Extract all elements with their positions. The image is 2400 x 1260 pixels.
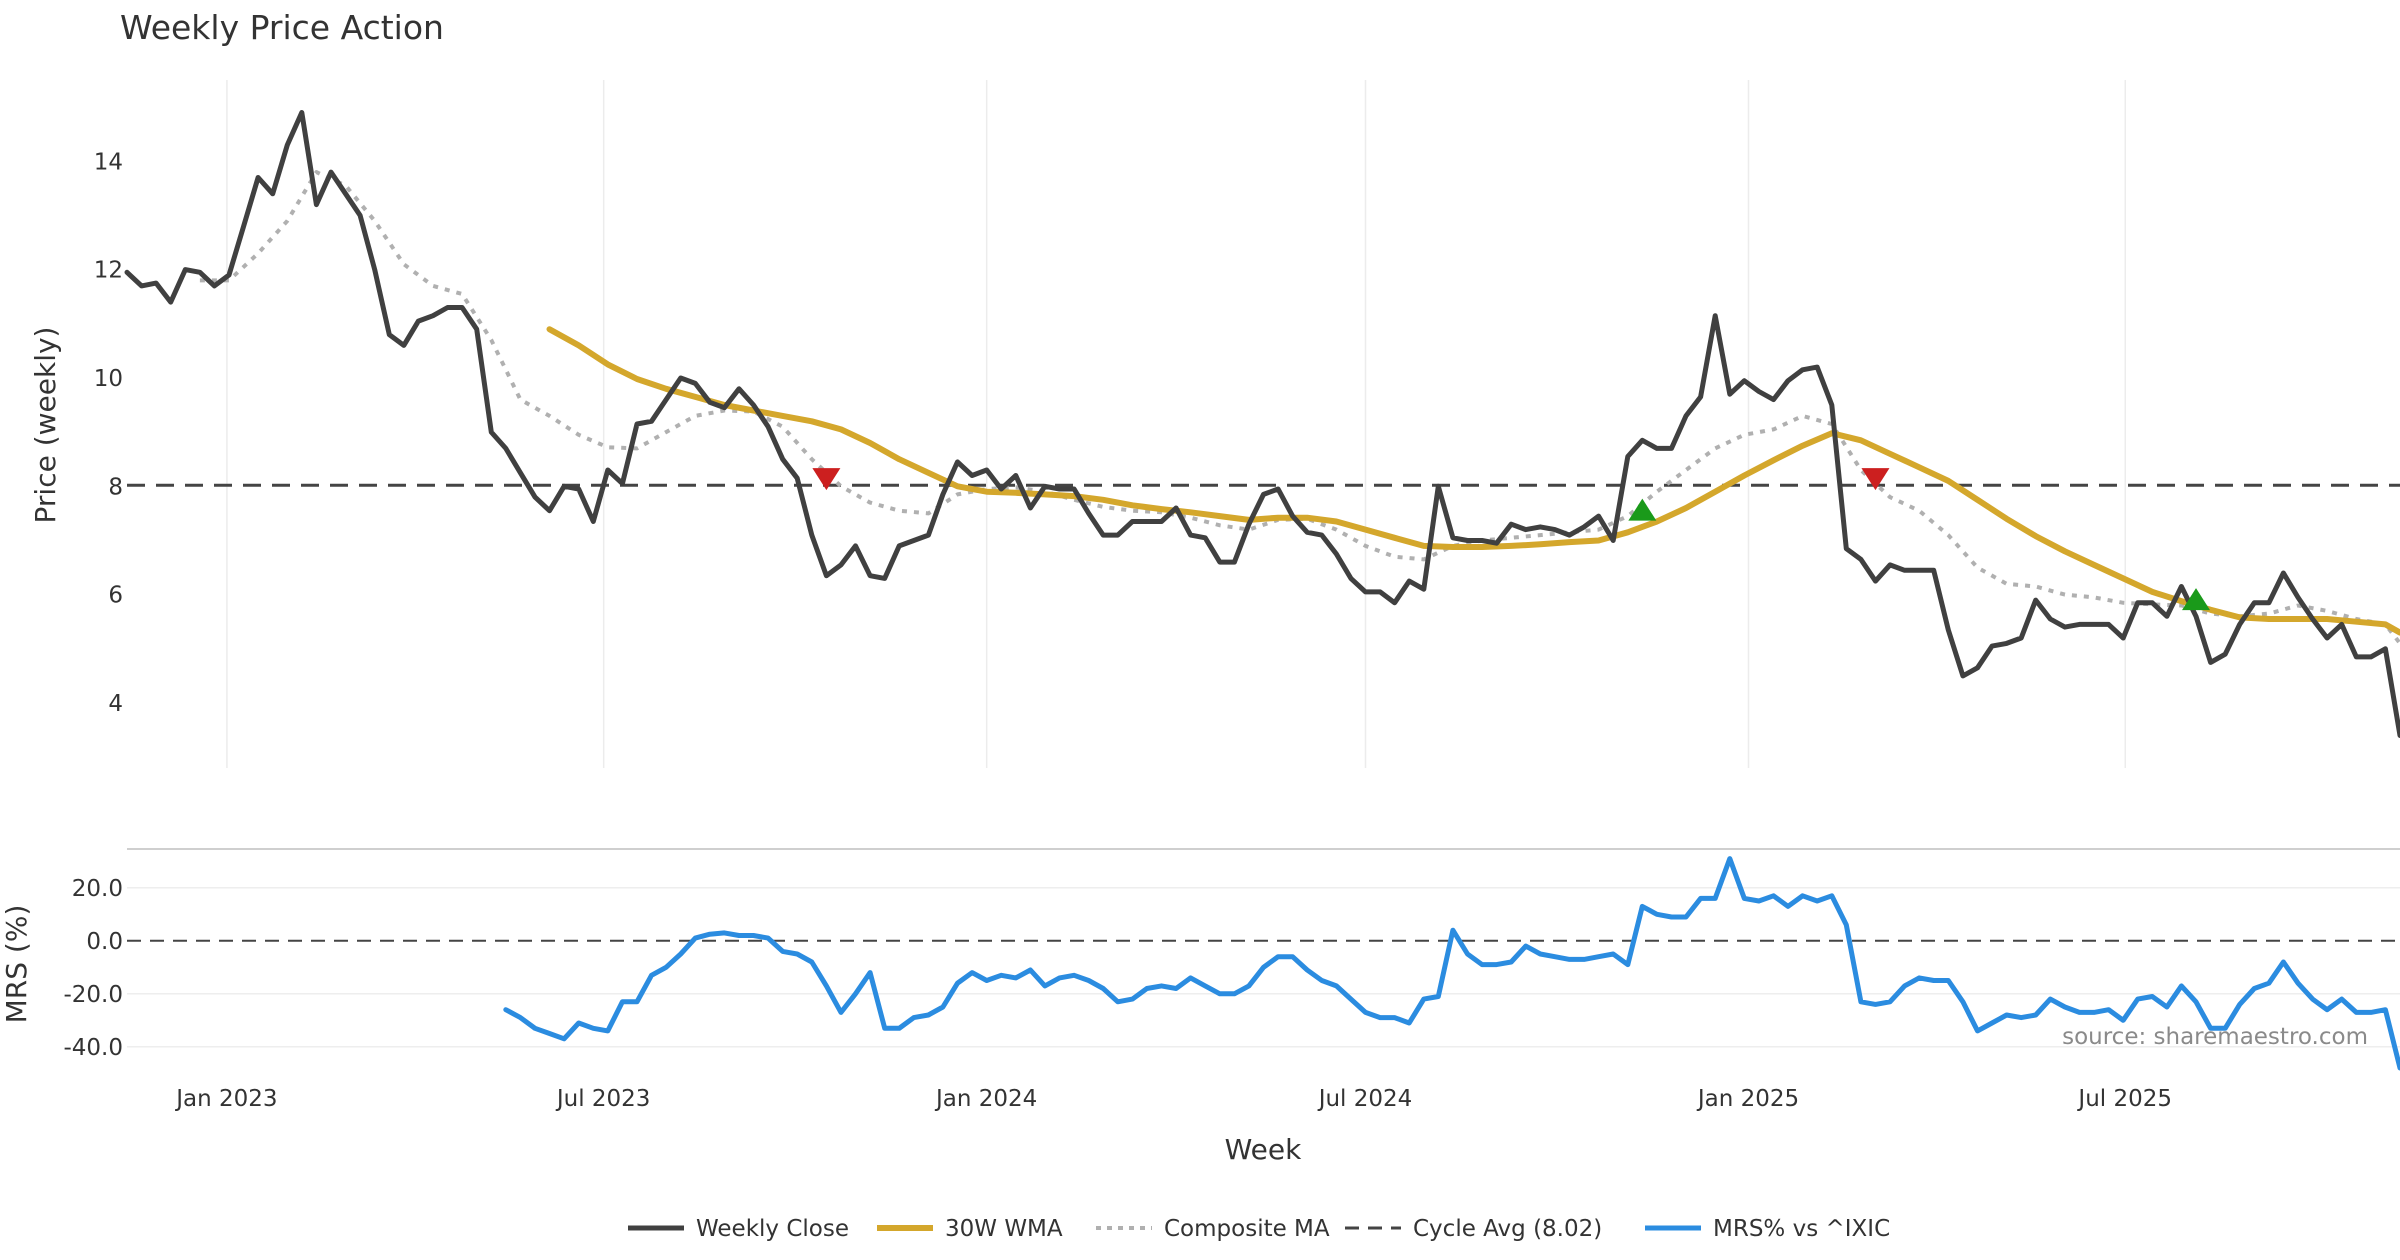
price-y-tick-label: 14 [94,149,123,175]
price-y-ticks: 4 6 8 10 12 14 [94,149,123,717]
x-axis-ticks: Jan 2023 Jul 2023 Jan 2024 Jul 2024 Jan 2025… [174,1086,2172,1112]
buy-signal-marker [2182,588,2211,611]
signal-markers [812,468,2211,611]
series-line-weekly-close [124,110,2400,738]
legend-label-composite-ma: Composite MA [1164,1216,1330,1242]
x-tick-label: Jan 2025 [1696,1086,1799,1112]
mrs-y-axis-title: MRS (%) [0,905,33,1024]
x-tick-label: Jul 2025 [2076,1086,2172,1112]
price-panel: 4 6 8 10 12 14 Price (weekly) [29,80,2400,768]
x-axis-title: Week [1225,1133,1302,1166]
sell-signal-marker [1861,468,1890,491]
sell-signal-marker [812,468,841,491]
mrs-y-tick-label: -20.0 [63,982,123,1008]
legend-label-30w-wma: 30W WMA [945,1216,1063,1242]
series-line-composite-ma [199,170,2400,645]
buy-signal-marker [1628,498,1657,521]
series-line-mrs-vs-ixic [503,856,2400,1071]
mrs-y-tick-label: 20.0 [72,876,123,902]
price-y-tick-label: 6 [108,583,123,609]
price-y-tick-label: 12 [94,258,123,284]
price-y-tick-label: 4 [108,691,123,717]
series-line-30w-wma [546,326,2400,636]
legend-label-mrs-vs-ixic: MRS% vs ^IXIC [1713,1216,1890,1242]
price-gridlines [226,80,2126,768]
x-tick-label: Jan 2023 [174,1086,277,1112]
price-y-tick-label: 8 [108,474,123,500]
legend-label-cycle-avg-8-02: Cycle Avg (8.02) [1413,1216,1602,1242]
price-y-axis-title: Price (weekly) [29,327,62,524]
mrs-gridlines [127,887,2400,1048]
legend: Weekly Close 30W WMA Composite MA Cycle Avg… [628,1216,1890,1242]
chart-title: Weekly Price Action [120,8,444,47]
x-tick-label: Jul 2023 [555,1086,651,1112]
mrs-panel: 20.0 0.0 -20.0 -40.0 MRS (%) source: sharem… [0,856,2400,1071]
legend-label-weekly-close: Weekly Close [696,1216,849,1242]
source-label: source: sharemaestro.com [2062,1024,2368,1050]
price-series-group [124,110,2400,738]
mrs-series-group [503,856,2400,1071]
price-y-tick-label: 10 [94,366,123,392]
x-tick-label: Jan 2024 [934,1086,1037,1112]
x-tick-label: Jul 2024 [1317,1086,1413,1112]
mrs-y-ticks: 20.0 0.0 -20.0 -40.0 [63,876,123,1061]
mrs-y-tick-label: 0.0 [86,929,123,955]
mrs-y-tick-label: -40.0 [63,1035,123,1061]
